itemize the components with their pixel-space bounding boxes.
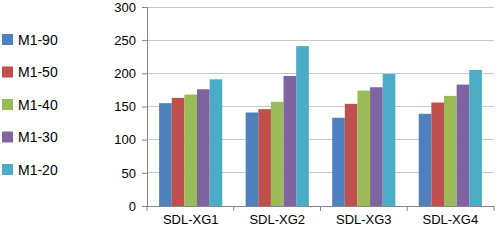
x-tick: SDL-XG2 [249, 206, 305, 227]
legend-item: M1-90 [2, 32, 58, 48]
legend-swatch [2, 34, 13, 45]
x-tick-label: SDL-XG1 [163, 212, 219, 227]
bar [197, 89, 210, 206]
y-tick-label: 300 [114, 0, 136, 15]
x-separator [147, 206, 148, 211]
x-tick-label: SDL-XG4 [422, 212, 478, 227]
bars [159, 46, 482, 206]
legend-label: M1-20 [18, 162, 58, 178]
legend-item: M1-30 [2, 129, 58, 145]
y-tick-label: 0 [129, 199, 136, 214]
y-tick-label: 250 [114, 33, 136, 48]
legend-swatch [2, 164, 13, 175]
y-tick: 300 [114, 0, 147, 15]
bar [469, 70, 482, 206]
x-tick-label: SDL-XG2 [249, 212, 305, 227]
y-tick-mark [142, 7, 147, 8]
bar [258, 109, 271, 206]
bar [345, 104, 358, 206]
y-tick: 150 [114, 99, 147, 114]
x-separator [320, 206, 321, 211]
bar [172, 98, 185, 206]
legend-swatch [2, 67, 13, 78]
grid-line [147, 40, 494, 41]
bar [184, 95, 197, 206]
y-tick-mark [142, 173, 147, 174]
y-tick: 200 [114, 66, 147, 81]
y-tick-mark [142, 107, 147, 108]
x-separator [233, 206, 234, 211]
bar-series [197, 76, 469, 206]
grid-line [147, 7, 494, 8]
y-tick-mark [142, 140, 147, 141]
y-tick: 0 [129, 199, 147, 214]
bar [383, 74, 396, 206]
bar [284, 76, 297, 206]
x-separator [407, 206, 408, 211]
x-tick-label: SDL-XG3 [336, 212, 392, 227]
bar [457, 85, 470, 206]
bar [296, 46, 309, 206]
x-tick: SDL-XG1 [163, 206, 219, 227]
x-axis: SDL-XG1 SDL-XG2 SDL-XG3 SDL-XG4 [147, 206, 495, 227]
bar [210, 79, 223, 206]
legend-label: M1-50 [18, 64, 58, 80]
y-tick-label: 150 [114, 99, 136, 114]
y-axis: 0 50 100 150 200 250 300 [114, 0, 147, 214]
bar [444, 96, 457, 206]
y-tick: 50 [122, 165, 147, 180]
bar [159, 103, 172, 206]
bar [271, 102, 284, 206]
bar [370, 87, 383, 206]
legend-label: M1-40 [18, 97, 58, 113]
y-tick-mark [142, 206, 147, 207]
y-tick-label: 100 [114, 132, 136, 147]
bar [246, 112, 259, 206]
grid-line [147, 73, 494, 74]
y-tick-mark [142, 40, 147, 41]
legend-item: M1-40 [2, 97, 58, 113]
legend: M1-90 M1-50 M1-40 M1-30 M1-20 [2, 32, 58, 178]
legend-label: M1-30 [18, 129, 58, 145]
legend-swatch [2, 99, 13, 110]
y-tick: 250 [114, 33, 147, 48]
bar [332, 118, 345, 206]
bar [431, 103, 444, 206]
legend-item: M1-50 [2, 64, 58, 80]
x-separator [494, 206, 495, 211]
y-tick-label: 50 [122, 165, 136, 180]
bar [419, 114, 432, 206]
x-tick: SDL-XG3 [336, 206, 392, 227]
grid [147, 7, 494, 206]
legend-label: M1-90 [18, 32, 58, 48]
bar-series [210, 46, 482, 206]
bar [357, 91, 370, 206]
x-tick: SDL-XG4 [422, 206, 478, 227]
y-axis-line [142, 8, 148, 207]
legend-swatch [2, 132, 13, 143]
plot-area: 050100150200250300SDL-XG1SDL-XG2SDL-XG3S… [114, 0, 494, 227]
legend-item: M1-20 [2, 162, 58, 178]
chart: 050100150200250300SDL-XG1SDL-XG2SDL-XG3S… [0, 0, 500, 247]
y-tick-label: 200 [114, 66, 136, 81]
bar-series [184, 91, 456, 206]
y-tick: 100 [114, 132, 147, 147]
y-tick-mark [142, 73, 147, 74]
